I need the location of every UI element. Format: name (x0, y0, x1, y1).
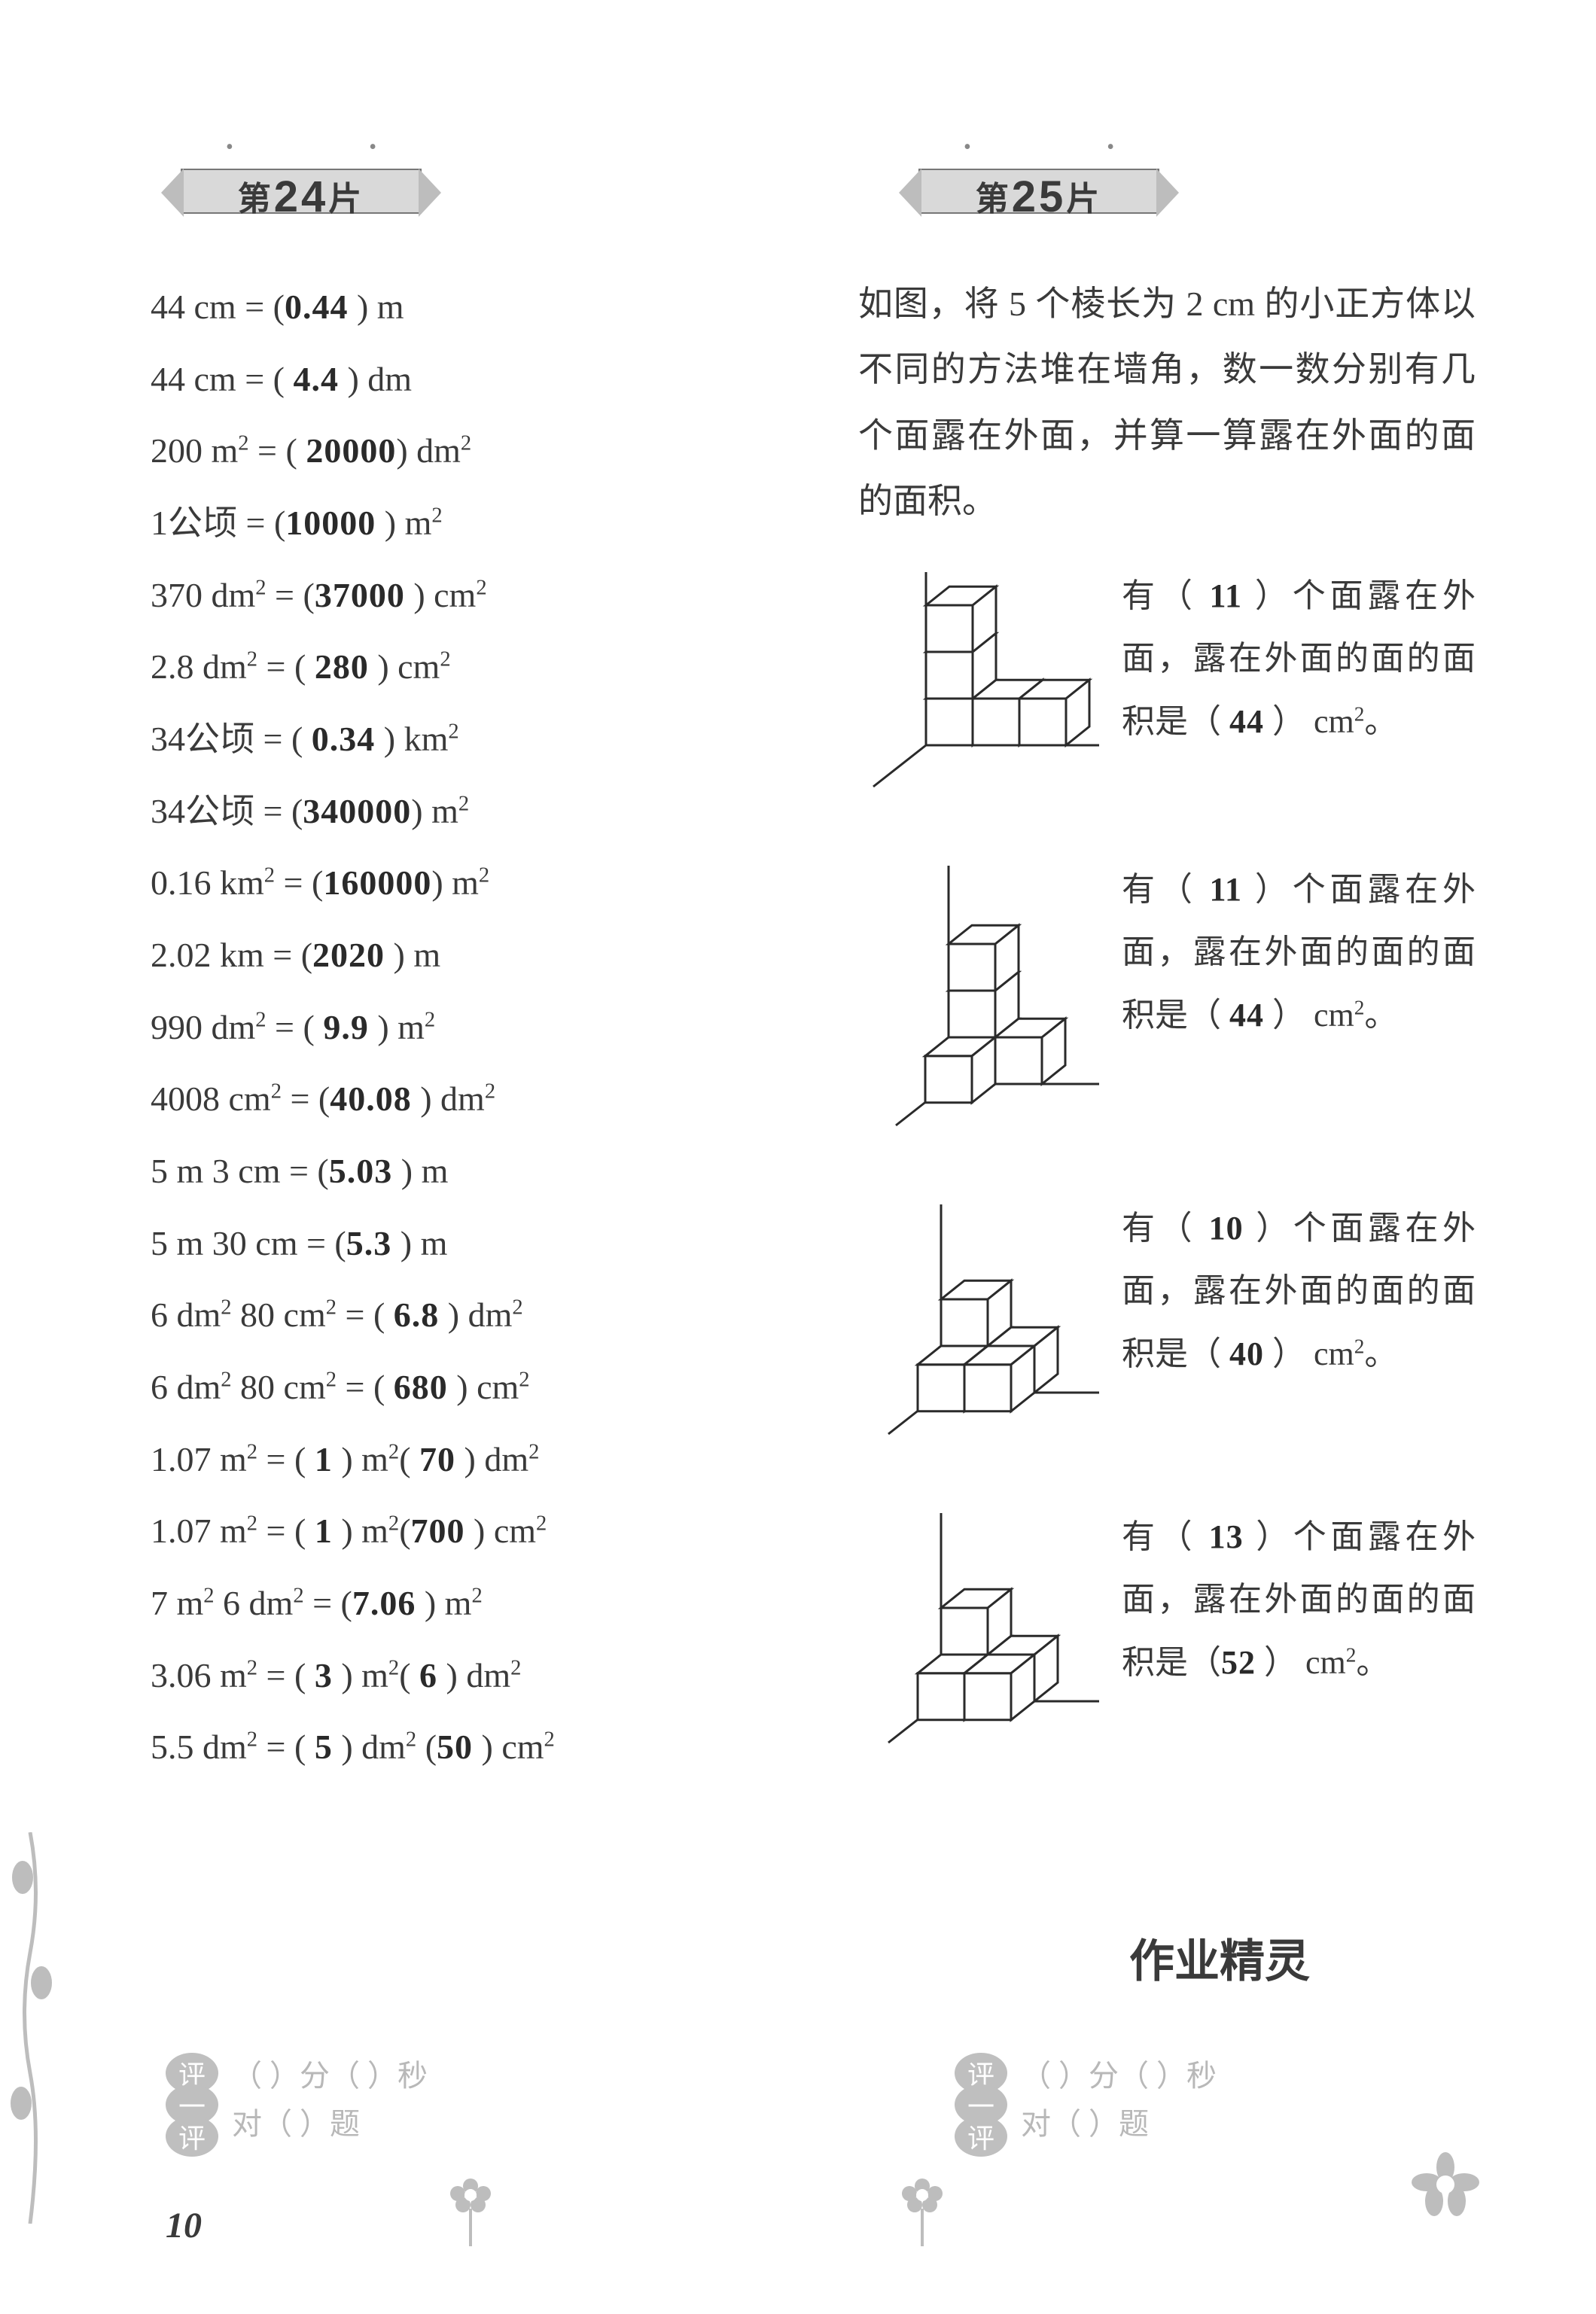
intro-text: 如图，将 5 个棱长为 2 cm 的小正方体以不同的方法堆在墙角，数一数分别有几… (858, 271, 1476, 534)
eval-time: （ ）分（ ）秒 (232, 2052, 428, 2100)
ribbon-suffix: 片 (328, 181, 364, 218)
handwritten-answer: 9.9 (323, 1008, 369, 1046)
handwritten-answer: 50 (437, 1728, 473, 1766)
handwritten-answer: 5 (315, 1728, 333, 1766)
figure-text: 有（ 11 ）个面露在外面，露在外面的面的面积是（ 44 ） cm2。 (1122, 858, 1476, 1047)
handwritten-answer: 2020 (312, 936, 385, 974)
equation-line: 6 dm2 80 cm2 = ( 680 ) cm2 (151, 1351, 768, 1423)
equation-line: 5 m 30 cm = (5.3 ) m (151, 1207, 768, 1280)
handwritten-answer: 40.08 (330, 1079, 412, 1118)
flower-decoration-icon (888, 2163, 956, 2246)
cube-figure-icon (858, 1197, 1107, 1438)
eval-time: （ ）分（ ）秒 (1021, 2052, 1217, 2100)
handwritten-answer: 70 (419, 1440, 455, 1478)
handwritten-answer: 44 (1229, 997, 1264, 1034)
handwritten-answer: 7.06 (352, 1584, 416, 1622)
equation-line: 370 dm2 = (37000 ) cm2 (151, 559, 768, 632)
figure-text: 有（ 11 ）个面露在外面，露在外面的面的面积是（ 44 ） cm2。 (1122, 565, 1476, 754)
handwritten-answer: 160000 (323, 863, 431, 902)
flower-decoration-icon (437, 2163, 504, 2246)
handwritten-answer: 6 (419, 1656, 437, 1694)
ribbon-prefix: 第 (976, 181, 1012, 218)
cube-figure-icon (858, 1506, 1107, 1746)
left-column: 第24片 44 cm = (0.44 ) m44 cm = ( 4.4 ) dm… (151, 135, 768, 1814)
ribbon-24: 第24片 (181, 135, 422, 226)
flower-decoration-icon (1400, 2148, 1491, 2246)
eval-row: 评 一 评 （ ）分（ ）秒 对（ ）题 评 一 评 （ ）分（ ）秒 对（ ）… (166, 2052, 1217, 2148)
handwritten-answer: 6.8 (394, 1296, 440, 1334)
equation-line: 7 m2 6 dm2 = (7.06 ) m2 (151, 1567, 768, 1640)
handwritten-answer: 280 (315, 647, 369, 686)
equation-line: 4008 cm2 = (40.08 ) dm2 (151, 1063, 768, 1135)
handwritten-answer: 20000 (306, 431, 396, 470)
equation-line: 3.06 m2 = ( 3 ) m2( 6 ) dm2 (151, 1640, 768, 1712)
figure-list: 有（ 11 ）个面露在外面，露在外面的面的面积是（ 44 ） cm2。 (858, 565, 1476, 1746)
ribbon-prefix: 第 (238, 181, 274, 218)
eval-left: 评 一 评 （ ）分（ ）秒 对（ ）题 (166, 2052, 428, 2148)
cube-figure-icon (858, 858, 1107, 1129)
equation-line: 200 m2 = ( 20000) dm2 (151, 415, 768, 487)
equation-line: 1.07 m2 = ( 1 ) m2( 70 ) dm2 (151, 1423, 768, 1496)
handwritten-answer: 3 (315, 1656, 333, 1694)
equation-line: 0.16 km2 = (160000) m2 (151, 847, 768, 919)
handwritten-answer: 340000 (303, 792, 411, 830)
equation-line: 5 m 3 cm = (5.03 ) m (151, 1135, 768, 1207)
equation-line: 2.8 dm2 = ( 280 ) cm2 (151, 631, 768, 703)
ribbon-num: 25 (1012, 172, 1067, 222)
handwritten-answer: 11 (1209, 871, 1242, 908)
eval-right: 评 一 评 （ ）分（ ）秒 对（ ）题 (955, 2052, 1217, 2148)
handwritten-answer: 5.3 (346, 1224, 392, 1262)
handwritten-answer: 10000 (285, 504, 376, 542)
handwritten-answer: 13 (1209, 1518, 1244, 1555)
equation-line: 44 cm = (0.44 ) m (151, 271, 768, 343)
handwritten-answer: 37000 (315, 576, 405, 614)
equation-line: 6 dm2 80 cm2 = ( 6.8 ) dm2 (151, 1279, 768, 1351)
handwritten-answer: 1 (315, 1440, 333, 1478)
eval-badge-icon: 评 一 评 (955, 2053, 1007, 2148)
handwritten-answer: 10 (1209, 1210, 1244, 1247)
handwritten-answer: 0.34 (312, 720, 376, 758)
figure-row: 有（ 11 ）个面露在外面，露在外面的面的面积是（ 44 ） cm2。 (858, 858, 1476, 1129)
figure-text: 有（ 10 ）个面露在外面，露在外面的面的面积是（ 40 ） cm2。 (1122, 1197, 1476, 1386)
equation-line: 5.5 dm2 = ( 5 ) dm2 (50 ) cm2 (151, 1711, 768, 1783)
handwritten-answer: 11 (1209, 577, 1242, 614)
figure-row: 有（ 10 ）个面露在外面，露在外面的面的面积是（ 40 ） cm2。 (858, 1197, 1476, 1438)
equation-line: 34公顷 = ( 0.34 ) km2 (151, 703, 768, 775)
figure-text: 有（ 13 ）个面露在外面，露在外面的面的面积是（52 ） cm2。 (1122, 1506, 1476, 1694)
equation-list: 44 cm = (0.44 ) m44 cm = ( 4.4 ) dm200 m… (151, 271, 768, 1783)
handwritten-answer: 0.44 (285, 288, 349, 326)
eval-correct: 对（ ）题 (1021, 2100, 1217, 2148)
handwritten-answer: 44 (1229, 703, 1264, 740)
equation-line: 990 dm2 = ( 9.9 ) m2 (151, 991, 768, 1064)
equation-line: 2.02 km = (2020 ) m (151, 919, 768, 991)
figure-row: 有（ 13 ）个面露在外面，露在外面的面的面积是（52 ） cm2。 (858, 1506, 1476, 1746)
handwritten-answer: 4.4 (293, 360, 339, 398)
ribbon-suffix: 片 (1066, 181, 1102, 218)
vine-decoration-icon (0, 1832, 60, 2224)
equation-line: 1公顷 = (10000 ) m2 (151, 487, 768, 559)
handwritten-answer: 680 (394, 1368, 448, 1406)
handwritten-answer: 40 (1229, 1335, 1264, 1372)
equation-line: 34公顷 = (340000) m2 (151, 775, 768, 848)
right-column: 第25片 如图，将 5 个棱长为 2 cm 的小正方体以不同的方法堆在墙角，数一… (858, 135, 1476, 1814)
cube-figure-icon (858, 565, 1107, 790)
eval-correct: 对（ ）题 (232, 2100, 428, 2148)
handwritten-answer: 1 (315, 1512, 333, 1550)
ribbon-25: 第25片 (918, 135, 1159, 226)
ribbon-num: 24 (274, 172, 329, 222)
handwritten-answer: 52 (1221, 1644, 1256, 1681)
equation-line: 44 cm = ( 4.4 ) dm (151, 343, 768, 416)
figure-row: 有（ 11 ）个面露在外面，露在外面的面的面积是（ 44 ） cm2。 (858, 565, 1476, 790)
eval-badge-icon: 评 一 评 (166, 2053, 218, 2148)
page-number: 10 (166, 2205, 202, 2246)
watermark: 作业精灵 (1129, 1925, 1310, 1990)
handwritten-answer: 5.03 (329, 1152, 393, 1190)
equation-line: 1.07 m2 = ( 1 ) m2(700 ) cm2 (151, 1495, 768, 1567)
handwritten-answer: 700 (411, 1512, 465, 1550)
